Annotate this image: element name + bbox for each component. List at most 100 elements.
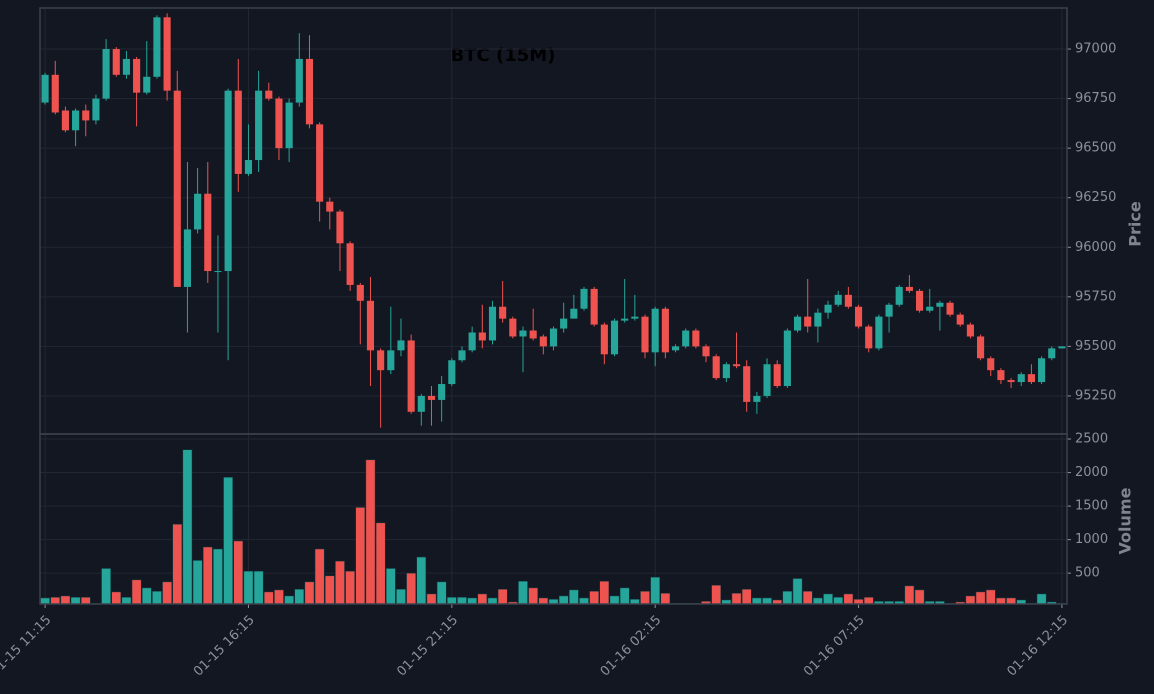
candle-body [51, 74, 59, 113]
candle-body [458, 350, 466, 361]
candle-body [41, 74, 49, 103]
volume-bar [324, 575, 335, 605]
candle-body [651, 308, 659, 353]
volume-bar [274, 589, 284, 605]
volume-bar [711, 584, 722, 605]
candle-body [763, 364, 771, 396]
candle-body [610, 320, 619, 355]
volume-bar [569, 589, 579, 605]
candle-body [499, 306, 507, 319]
y2-tick-label: 2000 [1075, 465, 1108, 480]
candle-body [92, 98, 100, 121]
candle-body [488, 306, 497, 341]
candle-body [255, 90, 263, 161]
candle-body [275, 98, 283, 149]
y2-axis-label: Volume [1116, 487, 1135, 554]
volume-bar [101, 568, 111, 605]
volume-bar [467, 597, 477, 605]
candle-body [1007, 380, 1015, 383]
candle-body [407, 340, 415, 412]
volume-bar [497, 588, 508, 605]
candle-body [265, 90, 273, 99]
candle-body [773, 364, 781, 387]
volume-bar [843, 593, 854, 605]
candle-body [194, 193, 202, 230]
volume-bar [426, 593, 437, 605]
candle-body [824, 304, 832, 313]
volume-bar [416, 556, 427, 605]
volume-bar [996, 597, 1006, 605]
y-tick-label: 96750 [1075, 91, 1116, 106]
candle-body [346, 243, 354, 285]
candle-body [122, 58, 130, 75]
candle-body [600, 324, 608, 355]
candle-body [865, 326, 873, 349]
volume-bar [762, 597, 772, 605]
volume-bar [1036, 593, 1047, 605]
candle-body [631, 316, 639, 319]
candle-body [916, 290, 924, 311]
volume-bar [741, 588, 752, 605]
volume-bar [579, 597, 589, 605]
candle-body [682, 330, 690, 347]
volume-bar [863, 597, 874, 605]
volume-bar [914, 589, 925, 605]
volume-bar [335, 560, 345, 605]
y-axis-label: Price [1126, 201, 1145, 247]
candle-body [854, 306, 863, 327]
volume-bar [80, 597, 91, 605]
candle-body [356, 284, 364, 301]
y-tick-label: 95500 [1075, 339, 1116, 354]
candle-body [621, 318, 629, 321]
y-tick-label: 97000 [1075, 42, 1116, 57]
candle-body [295, 58, 303, 103]
candle-body [997, 370, 1005, 381]
volume-panel-frame [39, 433, 1068, 605]
volume-bar [782, 591, 793, 605]
volume-bar [640, 591, 650, 605]
candle-body [936, 302, 944, 307]
volume-bar [243, 570, 254, 605]
volume-bar [792, 578, 803, 605]
volume-bar [965, 595, 976, 605]
candle-body [72, 110, 80, 131]
candle-body [946, 302, 954, 315]
volume-bar [40, 597, 50, 605]
candle-body [509, 318, 517, 337]
candle-body [590, 288, 598, 325]
volume-bar [660, 593, 671, 605]
candle-body [519, 330, 527, 337]
volume-bar [904, 585, 915, 605]
volume-bar [152, 591, 162, 605]
candle-body [1048, 348, 1056, 359]
y-tick-label: 96250 [1075, 190, 1116, 205]
candle-body [366, 300, 375, 351]
volume-bar [233, 540, 244, 605]
candle-body [926, 306, 934, 311]
volume-bar [385, 568, 396, 605]
candle-body [641, 316, 649, 353]
candle-body [336, 211, 344, 244]
candle-body [1038, 358, 1046, 383]
volume-bar [253, 570, 264, 605]
volume-bar [609, 595, 620, 605]
volume-bar [985, 589, 996, 605]
volume-bar [314, 548, 325, 605]
candle-body [326, 201, 334, 212]
candle-body [387, 350, 395, 371]
candle-body [905, 286, 913, 291]
volume-bar [213, 548, 223, 605]
candle-body [529, 330, 537, 339]
candle-body [987, 358, 995, 371]
candle-body [234, 90, 242, 174]
candle-body [305, 58, 314, 125]
candle-body [112, 49, 120, 75]
volume-bar [121, 597, 132, 605]
candle-body [204, 193, 212, 272]
candle-body [732, 364, 741, 367]
volume-bar [589, 591, 599, 605]
candle-body [671, 346, 680, 351]
candle-body [102, 49, 110, 99]
